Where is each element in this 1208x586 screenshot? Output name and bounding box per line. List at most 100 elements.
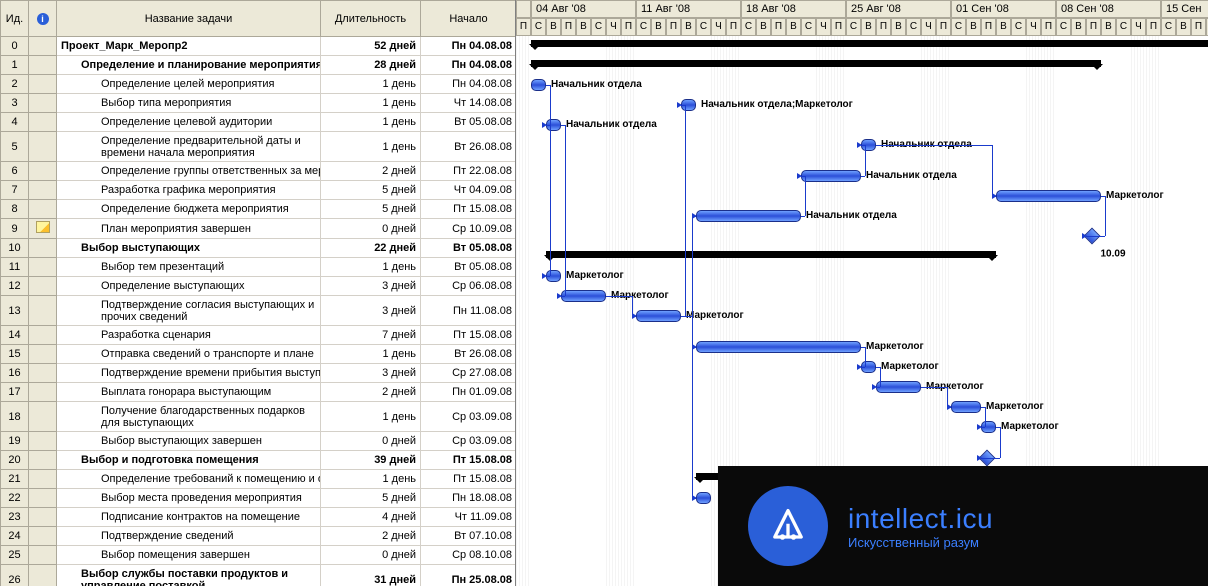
task-bar[interactable]: Начальник отдела xyxy=(696,210,801,222)
task-start-cell[interactable]: Вт 26.08.08 xyxy=(421,132,517,162)
task-duration-cell[interactable]: 3 дней xyxy=(321,277,421,296)
task-start-cell[interactable]: Пт 15.08.08 xyxy=(421,451,517,470)
task-start-cell[interactable]: Ср 08.10.08 xyxy=(421,546,517,565)
task-name-cell[interactable]: Определение группы ответственных за меро… xyxy=(57,162,321,181)
task-name-cell[interactable]: Получение благодарственных подарков для … xyxy=(57,402,321,432)
task-name-cell[interactable]: Выбор тем презентаций xyxy=(57,258,321,277)
task-duration-cell[interactable]: 31 дней xyxy=(321,565,421,586)
table-row[interactable]: 11Выбор тем презентаций1 деньВт 05.08.08 xyxy=(1,258,517,277)
task-name-cell[interactable]: Проект_Марк_Меропр2 xyxy=(57,37,321,56)
task-start-cell[interactable]: Пн 25.08.08 xyxy=(421,565,517,586)
task-bar[interactable]: Начальник отдела xyxy=(801,170,861,182)
task-start-cell[interactable]: Вт 05.08.08 xyxy=(421,239,517,258)
task-duration-cell[interactable]: 52 дней xyxy=(321,37,421,56)
task-start-cell[interactable]: Чт 04.09.08 xyxy=(421,181,517,200)
task-bar[interactable] xyxy=(696,492,711,504)
task-name-cell[interactable]: Выбор помещения завершен xyxy=(57,546,321,565)
task-start-cell[interactable]: Пт 15.08.08 xyxy=(421,200,517,219)
task-duration-cell[interactable]: 1 день xyxy=(321,132,421,162)
task-name-cell[interactable]: Определение и планирование мероприятия xyxy=(57,56,321,75)
table-row[interactable]: 17Выплата гонорара выступающим2 днейПн 0… xyxy=(1,383,517,402)
task-table[interactable]: Ид. i Название задачи Длительность Начал… xyxy=(0,0,516,586)
task-start-cell[interactable]: Чт 14.08.08 xyxy=(421,94,517,113)
task-duration-cell[interactable]: 5 дней xyxy=(321,181,421,200)
task-duration-cell[interactable]: 5 дней xyxy=(321,200,421,219)
task-name-cell[interactable]: Разработка графика мероприятия xyxy=(57,181,321,200)
col-header-info[interactable]: i xyxy=(29,1,57,37)
task-start-cell[interactable]: Вт 07.10.08 xyxy=(421,527,517,546)
table-row[interactable]: 5Определение предварительной даты и врем… xyxy=(1,132,517,162)
task-bar[interactable]: Маркетолог xyxy=(561,290,606,302)
table-row[interactable]: 7Разработка графика мероприятия5 днейЧт … xyxy=(1,181,517,200)
table-row[interactable]: 26Выбор службы поставки продуктов и упра… xyxy=(1,565,517,586)
table-row[interactable]: 25Выбор помещения завершен0 днейСр 08.10… xyxy=(1,546,517,565)
task-name-cell[interactable]: План мероприятия завершен xyxy=(57,219,321,239)
task-start-cell[interactable]: Пт 15.08.08 xyxy=(421,470,517,489)
task-name-cell[interactable]: Определение требований к помещению и обо… xyxy=(57,470,321,489)
table-row[interactable]: 15Отправка сведений о транспорте и плане… xyxy=(1,345,517,364)
task-name-cell[interactable]: Определение предварительной даты и време… xyxy=(57,132,321,162)
task-start-cell[interactable]: Вт 05.08.08 xyxy=(421,113,517,132)
task-start-cell[interactable]: Пн 04.08.08 xyxy=(421,56,517,75)
task-bar[interactable]: Маркетолог xyxy=(951,401,981,413)
task-duration-cell[interactable]: 2 дней xyxy=(321,383,421,402)
task-duration-cell[interactable]: 0 дней xyxy=(321,546,421,565)
table-row[interactable]: 22Выбор места проведения мероприятия5 дн… xyxy=(1,489,517,508)
task-start-cell[interactable]: Пн 18.08.08 xyxy=(421,489,517,508)
task-name-cell[interactable]: Выбор типа мероприятия xyxy=(57,94,321,113)
task-duration-cell[interactable]: 1 день xyxy=(321,470,421,489)
task-duration-cell[interactable]: 3 дней xyxy=(321,364,421,383)
task-bar[interactable]: Начальник отдела xyxy=(531,79,546,91)
table-row[interactable]: 1Определение и планирование мероприятия2… xyxy=(1,56,517,75)
task-start-cell[interactable]: Вт 05.08.08 xyxy=(421,258,517,277)
task-bar[interactable]: Маркетолог xyxy=(996,190,1101,202)
task-bar[interactable]: Маркетолог xyxy=(696,341,861,353)
summary-bar[interactable] xyxy=(531,60,1101,67)
task-duration-cell[interactable]: 7 дней xyxy=(321,326,421,345)
table-row[interactable]: 6Определение группы ответственных за мер… xyxy=(1,162,517,181)
task-name-cell[interactable]: Подписание контрактов на помещение xyxy=(57,508,321,527)
task-duration-cell[interactable]: 1 день xyxy=(321,345,421,364)
col-header-id[interactable]: Ид. xyxy=(1,1,29,37)
table-row[interactable]: 9План мероприятия завершен0 днейСр 10.09… xyxy=(1,219,517,239)
task-name-cell[interactable]: Выбор выступающих завершен xyxy=(57,432,321,451)
task-name-cell[interactable]: Подтверждение согласия выступающих и про… xyxy=(57,296,321,326)
task-start-cell[interactable]: Пн 04.08.08 xyxy=(421,75,517,94)
table-row[interactable]: 3Выбор типа мероприятия1 деньЧт 14.08.08 xyxy=(1,94,517,113)
task-name-cell[interactable]: Выбор места проведения мероприятия xyxy=(57,489,321,508)
task-start-cell[interactable]: Ср 27.08.08 xyxy=(421,364,517,383)
task-duration-cell[interactable]: 2 дней xyxy=(321,527,421,546)
summary-bar[interactable] xyxy=(531,40,1208,47)
task-name-cell[interactable]: Определение выступающих xyxy=(57,277,321,296)
task-bar[interactable]: Маркетолог xyxy=(876,381,921,393)
task-duration-cell[interactable]: 1 день xyxy=(321,75,421,94)
task-start-cell[interactable]: Пн 04.08.08 xyxy=(421,37,517,56)
task-duration-cell[interactable]: 0 дней xyxy=(321,432,421,451)
table-row[interactable]: 10Выбор выступающих22 днейВт 05.08.08 xyxy=(1,239,517,258)
task-duration-cell[interactable]: 28 дней xyxy=(321,56,421,75)
task-start-cell[interactable]: Пн 01.09.08 xyxy=(421,383,517,402)
table-row[interactable]: 13Подтверждение согласия выступающих и п… xyxy=(1,296,517,326)
table-row[interactable]: 8Определение бюджета мероприятия5 днейПт… xyxy=(1,200,517,219)
table-row[interactable]: 23Подписание контрактов на помещение4 дн… xyxy=(1,508,517,527)
task-name-cell[interactable]: Выплата гонорара выступающим xyxy=(57,383,321,402)
col-header-start[interactable]: Начало xyxy=(421,1,517,37)
task-duration-cell[interactable]: 1 день xyxy=(321,113,421,132)
task-name-cell[interactable]: Определение целевой аудитории xyxy=(57,113,321,132)
task-name-cell[interactable]: Выбор и подготовка помещения xyxy=(57,451,321,470)
task-bar[interactable]: Маркетолог xyxy=(636,310,681,322)
table-row[interactable]: 16Подтверждение времени прибытия выступа… xyxy=(1,364,517,383)
task-name-cell[interactable]: Разработка сценария xyxy=(57,326,321,345)
summary-bar[interactable] xyxy=(546,251,996,258)
task-start-cell[interactable]: Пт 22.08.08 xyxy=(421,162,517,181)
task-name-cell[interactable]: Определение целей мероприятия xyxy=(57,75,321,94)
table-row[interactable]: 14Разработка сценария7 днейПт 15.08.08 xyxy=(1,326,517,345)
task-start-cell[interactable]: Пт 15.08.08 xyxy=(421,326,517,345)
table-row[interactable]: 4Определение целевой аудитории1 деньВт 0… xyxy=(1,113,517,132)
table-row[interactable]: 19Выбор выступающих завершен0 днейСр 03.… xyxy=(1,432,517,451)
col-header-name[interactable]: Название задачи xyxy=(57,1,321,37)
table-row[interactable]: 21Определение требований к помещению и о… xyxy=(1,470,517,489)
task-start-cell[interactable]: Ср 03.09.08 xyxy=(421,402,517,432)
table-row[interactable]: 18Получение благодарственных подарков дл… xyxy=(1,402,517,432)
table-row[interactable]: 24Подтверждение сведений2 днейВт 07.10.0… xyxy=(1,527,517,546)
